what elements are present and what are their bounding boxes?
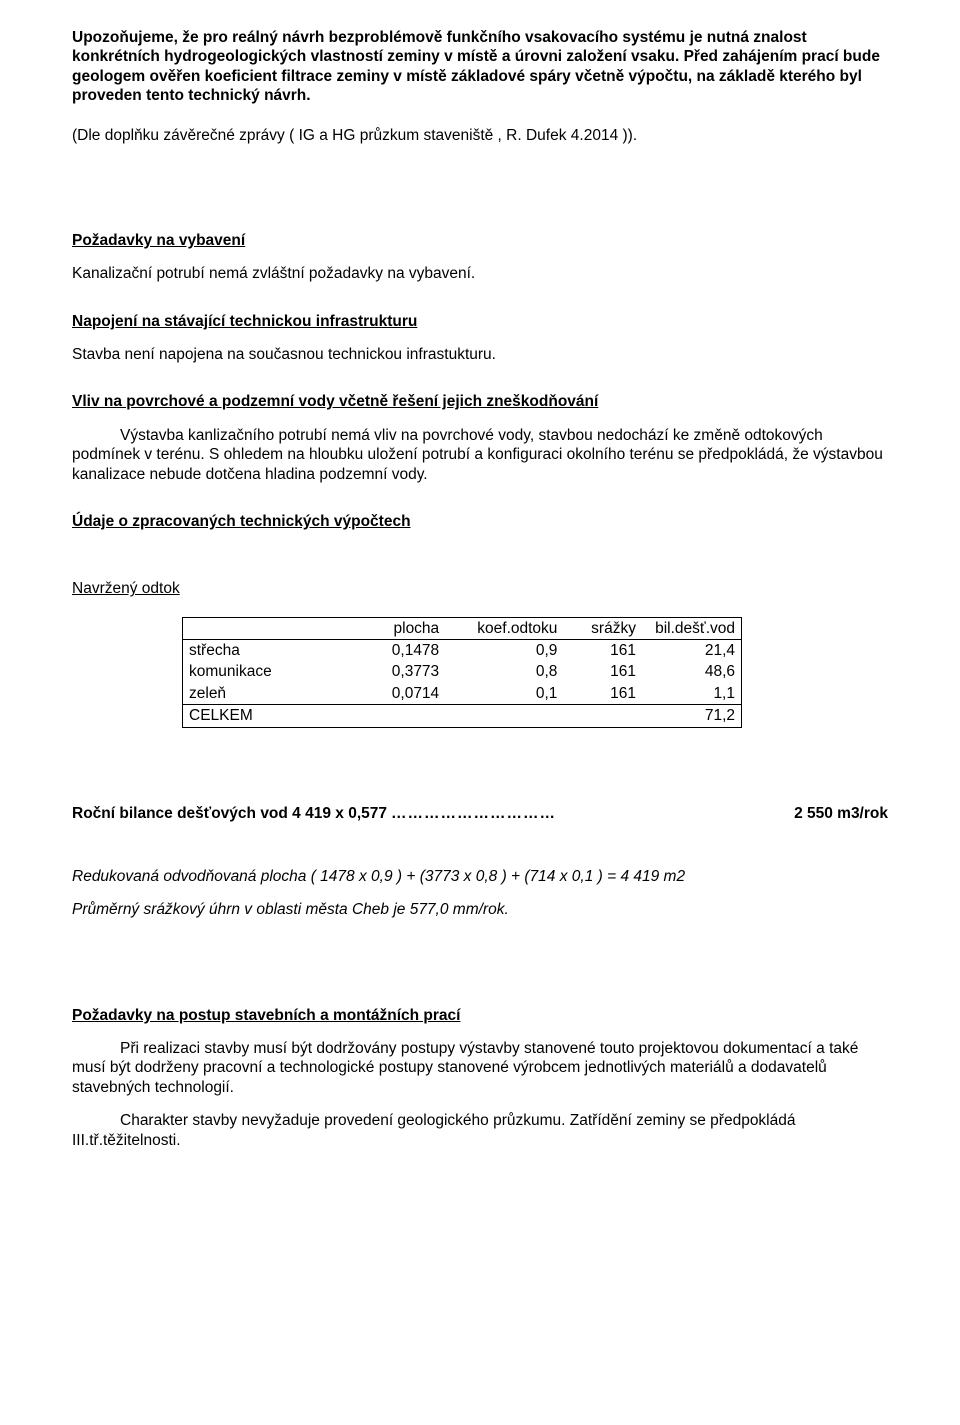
td-val: 0,8 [445,661,563,682]
td-val [445,705,563,727]
section-title-napojeni: Napojení na stávající technickou infrast… [72,312,888,331]
bilance-right: 2 550 m3/rok [754,804,888,823]
td-val: 1,1 [642,683,742,705]
napojeni-text: Stavba není napojena na současnou techni… [72,345,888,364]
redukovana-text: Redukovaná odvodňovaná plocha ( 1478 x 0… [72,867,888,886]
section-title-vliv: Vliv na povrchové a podzemní vody včetně… [72,392,888,411]
td-val: 0,9 [445,640,563,662]
bilance-line: Roční bilance dešťových vod 4 419 x 0,57… [72,804,888,823]
th-blank [183,617,348,639]
th-koef: koef.odtoku [445,617,563,639]
td-val: 161 [563,640,642,662]
odtok-table: plocha koef.odtoku srážky bil.dešť.vod s… [182,617,742,728]
section-title-vypocty: Údaje o zpracovaných technických výpočte… [72,512,888,531]
td-val: 0,1478 [348,640,445,662]
td-label: komunikace [183,661,348,682]
bilance-left: Roční bilance dešťových vod 4 419 x 0,57… [72,804,387,823]
td-val: 0,1 [445,683,563,705]
vliv-text: Výstavba kanlizačního potrubí nemá vliv … [72,426,888,484]
th-plocha: plocha [348,617,445,639]
prumerny-text: Průměrný srážkový úhrn v oblasti města C… [72,900,888,919]
table-row: střecha 0,1478 0,9 161 21,4 [183,640,742,662]
table-row: zeleň 0,0714 0,1 161 1,1 [183,683,742,705]
td-val: 21,4 [642,640,742,662]
td-val: 71,2 [642,705,742,727]
td-val [563,705,642,727]
td-label: střecha [183,640,348,662]
th-srazky: srážky [563,617,642,639]
table-total-row: CELKEM 71,2 [183,705,742,727]
section-title-postup: Požadavky na postup stavebních a montážn… [72,1006,888,1025]
td-val: 0,3773 [348,661,445,682]
table-row: komunikace 0,3773 0,8 161 48,6 [183,661,742,682]
intro-paragraph: Upozoňujeme, že pro reálný návrh bezprob… [72,28,888,106]
td-val [348,705,445,727]
charakter-text: Charakter stavby nevyžaduje provedení ge… [72,1111,888,1150]
table-header-row: plocha koef.odtoku srážky bil.dešť.vod [183,617,742,639]
label-navrzeny-odtok: Navržený odtok [72,579,888,598]
td-val: 161 [563,683,642,705]
td-total-label: CELKEM [183,705,348,727]
th-bil: bil.dešť.vod [642,617,742,639]
bilance-dots: ………………………… [387,804,754,823]
dle-note: (Dle doplňku závěrečné zprávy ( IG a HG … [72,126,888,145]
td-label: zeleň [183,683,348,705]
td-val: 161 [563,661,642,682]
td-val: 48,6 [642,661,742,682]
postup-text: Při realizaci stavby musí být dodržovány… [72,1039,888,1097]
td-val: 0,0714 [348,683,445,705]
pozadavky-text: Kanalizační potrubí nemá zvláštní požada… [72,264,888,283]
section-title-pozadavky: Požadavky na vybavení [72,231,888,250]
